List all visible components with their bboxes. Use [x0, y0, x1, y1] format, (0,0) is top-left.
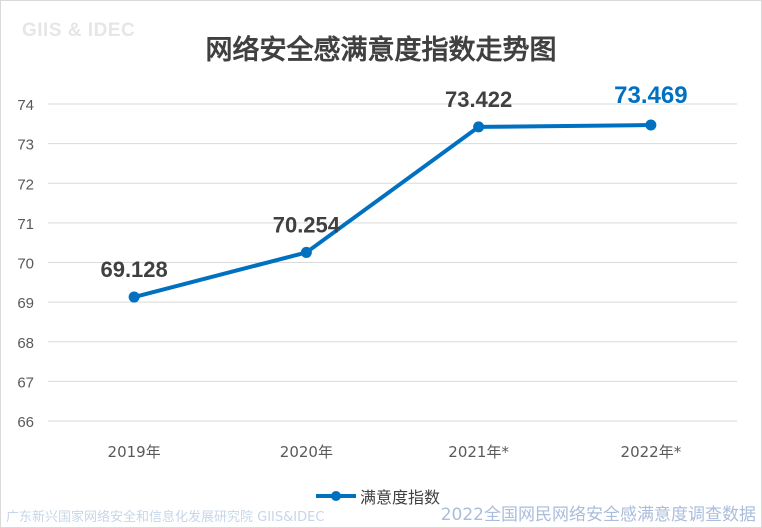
data-label: 73.469 — [614, 82, 687, 109]
data-point — [128, 291, 140, 303]
x-tick-label: 2021年* — [448, 443, 509, 461]
data-label: 69.128 — [100, 257, 167, 282]
data-label: 70.254 — [273, 212, 341, 237]
series-line — [132, 123, 653, 300]
x-tick-label: 2022年* — [621, 443, 682, 461]
x-tick-label: 2019年 — [108, 443, 161, 461]
x-tick-label: 2020年 — [280, 443, 333, 461]
y-tick-label: 66 — [17, 414, 34, 431]
y-tick-label: 72 — [17, 176, 34, 193]
y-tick-label: 74 — [17, 97, 34, 114]
data-point — [473, 121, 485, 133]
x-axis-ticks: 2019年 2020年 2021年* 2022年* — [108, 443, 682, 461]
y-axis-ticks: 66 67 68 69 70 71 72 73 74 — [17, 97, 34, 431]
legend-label: 满意度指数 — [360, 488, 441, 507]
grid-lines — [48, 103, 737, 422]
y-tick-label: 68 — [17, 335, 34, 352]
y-tick-label: 69 — [17, 295, 34, 312]
data-point — [645, 119, 657, 131]
data-labels: 69.128 70.254 73.422 73.469 — [100, 82, 687, 282]
series-line-layer — [132, 123, 653, 300]
series-points — [128, 119, 657, 303]
legend-line-icon — [316, 491, 356, 501]
chart-title: 网络安全感满意度指数走势图 — [205, 35, 557, 66]
data-label: 73.422 — [445, 87, 512, 112]
legend: 满意度指数 — [314, 484, 440, 508]
data-point — [300, 246, 312, 258]
footer-source: 广东新兴国家网络安全和信息化发展研究院 GIIS&IDEC — [6, 510, 325, 525]
watermark-top: GIIS & IDEC — [22, 20, 136, 41]
y-tick-label: 71 — [17, 216, 34, 233]
footer-survey-name: 2022全国网民网络安全感满意度调查数据 — [440, 505, 756, 525]
y-tick-label: 67 — [17, 374, 34, 391]
y-tick-label: 73 — [17, 137, 34, 154]
y-tick-label: 70 — [17, 256, 34, 273]
